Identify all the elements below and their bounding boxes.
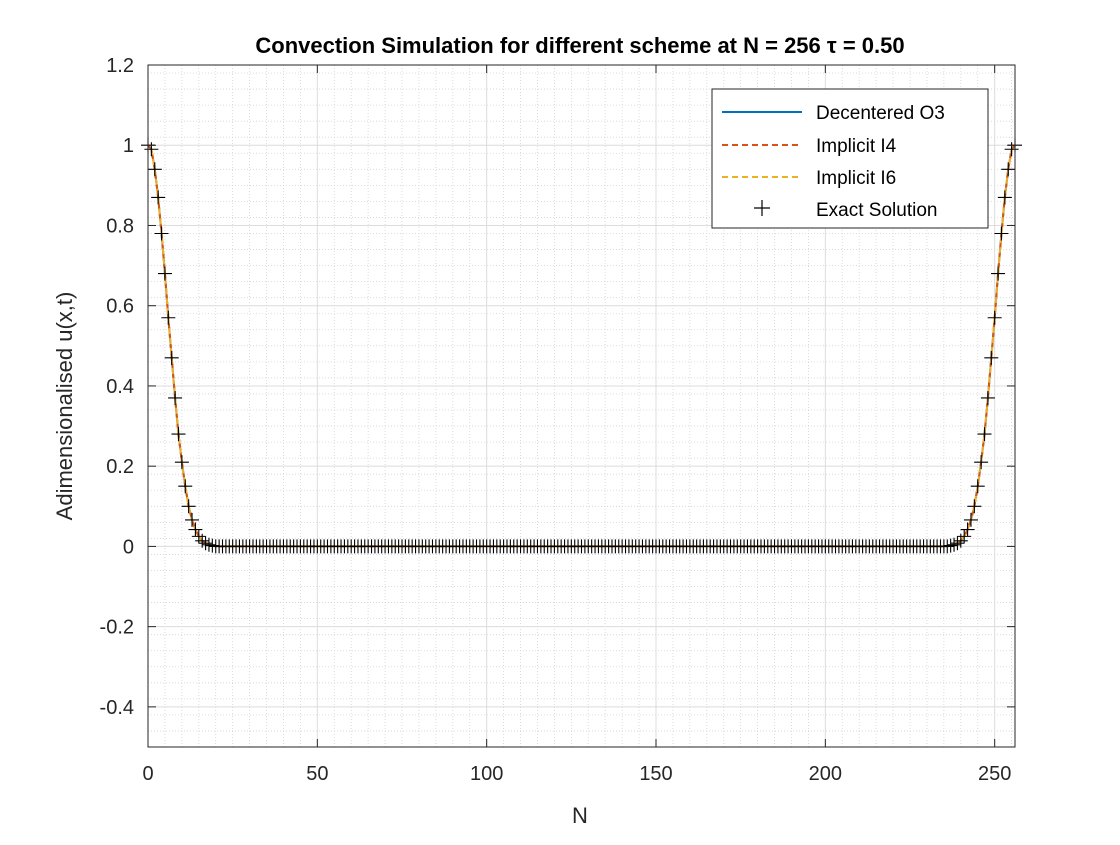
exact-solution-marker bbox=[157, 266, 172, 281]
series-layer bbox=[141, 138, 1022, 554]
chart-title: Convection Simulation for different sche… bbox=[255, 33, 904, 58]
exact-solution-marker bbox=[178, 479, 193, 494]
y-tick-label: 1.2 bbox=[106, 55, 134, 77]
exact-solution-marker bbox=[147, 162, 162, 177]
exact-solution-marker bbox=[980, 390, 995, 405]
x-tick-label: 50 bbox=[306, 763, 328, 785]
exact-solution-marker bbox=[174, 455, 189, 470]
legend-label-implicit-i6: Implicit I6 bbox=[816, 168, 896, 189]
exact-solution-marker bbox=[957, 529, 972, 544]
exact-solution-marker bbox=[154, 226, 169, 241]
exact-solution-marker bbox=[171, 427, 186, 442]
x-tick-label: 200 bbox=[809, 763, 842, 785]
legend-plus-marker bbox=[754, 200, 770, 216]
y-tick-label: 0 bbox=[123, 536, 134, 558]
legend-label-exact-solution: Exact Solution bbox=[816, 200, 937, 221]
x-tick-label: 150 bbox=[639, 763, 672, 785]
tick-marks bbox=[147, 64, 1015, 747]
legend-label-implicit-i4: Implicit I4 bbox=[816, 136, 897, 157]
exact-solution-marker bbox=[974, 455, 989, 470]
x-axis-label: N bbox=[572, 803, 588, 828]
exact-solution-marker bbox=[195, 533, 210, 548]
exact-solution-marker bbox=[977, 427, 992, 442]
legend: Decentered O3 Implicit I4 Implicit I6 Ex… bbox=[711, 88, 989, 229]
x-tick-label: 0 bbox=[142, 763, 153, 785]
x-tick-label: 100 bbox=[470, 763, 503, 785]
exact-solution-marker bbox=[963, 512, 978, 527]
exact-solution-marker bbox=[950, 536, 965, 551]
exact-solution-marker bbox=[984, 350, 999, 365]
tick-labels: 0 50 100 150 200 250 -0.4 -0.2 0 0.2 0.4 0.6 0.8 1 1.2 bbox=[100, 55, 1012, 785]
y-tick-label: -0.4 bbox=[100, 697, 134, 719]
series-line-implicit-i6 bbox=[147, 144, 1016, 548]
minor-grid bbox=[148, 65, 1015, 748]
exact-solution-marker bbox=[994, 226, 1009, 241]
exact-solution-marker bbox=[947, 537, 962, 552]
y-tick-label: 1 bbox=[123, 135, 134, 157]
exact-solution-marker bbox=[970, 479, 985, 494]
exact-solution-marker bbox=[943, 538, 958, 553]
legend-box bbox=[711, 88, 989, 229]
exact-solution-marker bbox=[1001, 162, 1016, 177]
exact-solution-marker bbox=[198, 536, 213, 551]
exact-solution-marker bbox=[967, 499, 982, 514]
exact-solution-marker bbox=[151, 190, 166, 205]
exact-solution-marker bbox=[987, 310, 1002, 325]
exact-solution-marker bbox=[1004, 142, 1019, 157]
y-tick-label: -0.2 bbox=[100, 617, 134, 639]
exact-solution-marker bbox=[181, 499, 196, 514]
legend-label-decentered-o3: Decentered O3 bbox=[816, 103, 945, 124]
x-tick-label: 250 bbox=[978, 763, 1011, 785]
exact-solution-marker bbox=[168, 390, 183, 405]
exact-solution-marker bbox=[205, 538, 220, 553]
exact-solution-marker bbox=[997, 190, 1012, 205]
axes-box bbox=[147, 64, 1016, 748]
y-tick-label: 0.2 bbox=[106, 456, 134, 478]
exact-solution-marker bbox=[185, 512, 200, 527]
exact-solution-marker bbox=[991, 266, 1006, 281]
exact-solution-marker bbox=[144, 142, 159, 157]
y-tick-label: 0.6 bbox=[106, 296, 134, 318]
exact-solution-marker bbox=[201, 537, 216, 552]
y-tick-label: 0.8 bbox=[106, 215, 134, 237]
exact-solution-marker bbox=[164, 350, 179, 365]
exact-solution-marker bbox=[960, 522, 975, 537]
exact-solution-marker bbox=[940, 539, 955, 554]
exact-solution-marker bbox=[161, 310, 176, 325]
legend-swatch-exact-solution bbox=[754, 200, 770, 216]
y-tick-label: 0.4 bbox=[106, 376, 134, 398]
y-axis-label: Adimensionalised u(x,t) bbox=[52, 292, 77, 521]
exact-solution-marker bbox=[188, 522, 203, 537]
